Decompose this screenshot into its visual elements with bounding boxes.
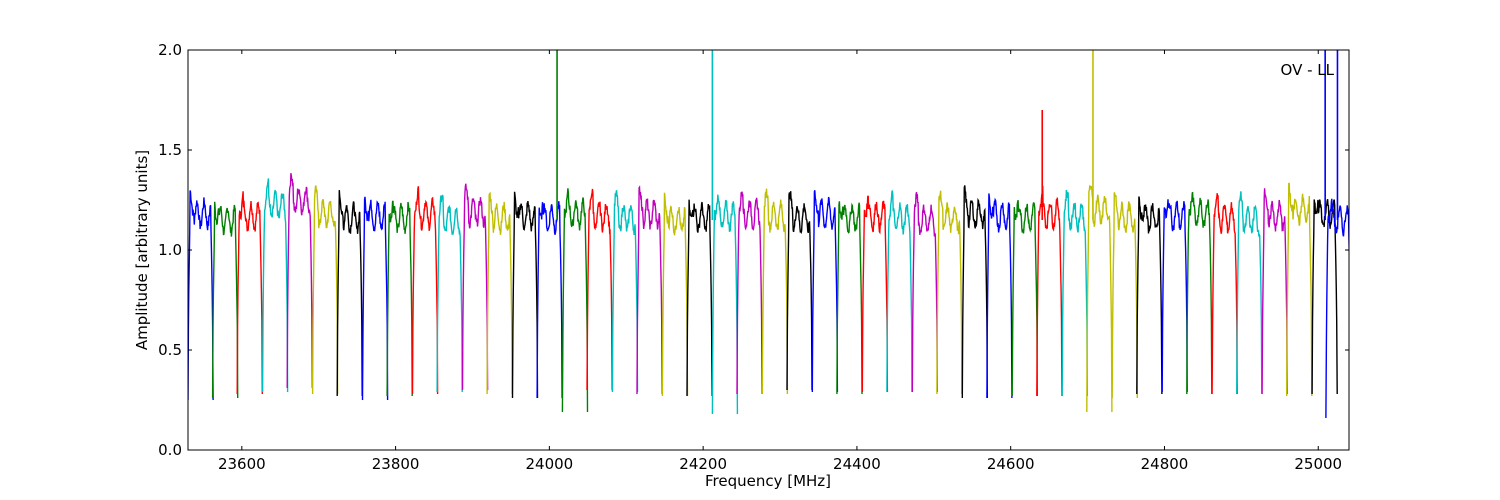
spectral-segment-line — [511, 191, 539, 399]
x-tick-label: 23600 — [218, 455, 266, 473]
spectral-segment-line — [961, 185, 988, 399]
spectral-segment-line — [986, 193, 1013, 399]
spectral-segment-line — [286, 173, 313, 389]
spectral-segment-line — [386, 200, 413, 397]
spectral-segment-line — [936, 190, 963, 395]
spectral-segment-line — [911, 192, 938, 393]
spectral-segment-line — [861, 195, 889, 393]
spectral-segment-line — [886, 190, 913, 393]
spectral-segment-line — [311, 185, 339, 395]
spectral-segment-line — [336, 190, 363, 397]
spectral-segment-line — [261, 178, 289, 393]
spectral-segment-line — [436, 194, 463, 393]
spectral-segment-line — [786, 191, 813, 391]
x-axis-ticks: 23600 23800 24000 24200 24400 24600 24800 25000 — [218, 50, 1342, 473]
spectral-segment-line — [361, 196, 389, 401]
spectral-segment-line — [711, 194, 739, 415]
x-tick-label: 24400 — [833, 455, 881, 473]
y-axis-label: Amplitude [arbitrary units] — [133, 150, 151, 350]
panel-annotation: OV - LL — [1281, 61, 1335, 79]
y-tick-label: 1.0 — [158, 241, 182, 259]
y-tick-label: 0.5 — [158, 341, 182, 359]
spectral-segment-line — [1011, 199, 1038, 397]
spectral-segment-line — [461, 183, 489, 391]
y-axis-ticks: 0.0 0.5 1.0 1.5 2.0 — [158, 41, 1349, 459]
spectral-segment-line — [1325, 198, 1349, 419]
spectral-segment-line — [1261, 188, 1288, 395]
spectral-segment-line — [188, 190, 214, 401]
spectral-segment-line — [1236, 191, 1263, 395]
spectral-segment-line — [761, 188, 789, 395]
spectral-segment-line — [1061, 189, 1088, 397]
x-tick-label: 23800 — [372, 455, 420, 473]
spectral-segment-line — [486, 191, 513, 395]
spectral-segment-line — [1161, 199, 1188, 393]
spectral-segment-line — [536, 201, 563, 399]
x-tick-label: 24200 — [679, 455, 727, 473]
spectral-segment-line — [1286, 182, 1313, 397]
spectral-segment-line — [561, 188, 589, 413]
spectral-segment-line — [686, 199, 713, 397]
spectral-segment-line — [1086, 184, 1113, 413]
spectral-segment-line — [236, 191, 263, 395]
x-tick-label: 24000 — [526, 455, 574, 473]
y-tick-label: 1.5 — [158, 141, 182, 159]
y-tick-label: 0.0 — [158, 441, 182, 459]
spectral-segment-line — [1136, 196, 1163, 395]
spectral-segment-line — [411, 186, 439, 395]
spectrum-traces — [188, 50, 1349, 419]
spectral-segment-line — [611, 190, 639, 393]
spectral-segment-line — [586, 188, 613, 391]
spectral-segment-line — [661, 192, 689, 397]
spectral-segment-line — [1111, 192, 1138, 399]
spectral-segment-line — [636, 185, 663, 395]
y-tick-label: 2.0 — [158, 41, 182, 59]
spectral-segment-line — [1211, 193, 1238, 395]
x-tick-label: 25000 — [1294, 455, 1342, 473]
spectral-segment-line — [211, 201, 239, 399]
spectral-segment-line — [736, 191, 763, 395]
spectral-segment-line — [811, 190, 839, 393]
x-axis-label: Frequency [MHz] — [705, 472, 831, 490]
spectral-segment-line — [836, 201, 863, 395]
spectral-segment-line — [1186, 191, 1213, 395]
spectral-segment-line — [1036, 185, 1063, 397]
x-tick-label: 24800 — [1141, 455, 1189, 473]
x-tick-label: 24600 — [987, 455, 1035, 473]
